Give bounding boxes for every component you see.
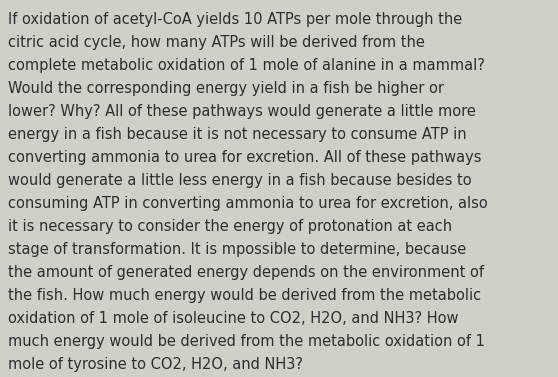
Text: citric acid cycle, how many ATPs will be derived from the: citric acid cycle, how many ATPs will be… [8,35,425,50]
Text: the amount of generated energy depends on the environment of: the amount of generated energy depends o… [8,265,484,280]
Text: the fish. How much energy would be derived from the metabolic: the fish. How much energy would be deriv… [8,288,481,303]
Text: much energy would be derived from the metabolic oxidation of 1: much energy would be derived from the me… [8,334,485,349]
Text: complete metabolic oxidation of 1 mole of alanine in a mammal?: complete metabolic oxidation of 1 mole o… [8,58,485,73]
Text: consuming ATP in converting ammonia to urea for excretion, also: consuming ATP in converting ammonia to u… [8,196,488,211]
Text: Would the corresponding energy yield in a fish be higher or: Would the corresponding energy yield in … [8,81,444,96]
Text: energy in a fish because it is not necessary to consume ATP in: energy in a fish because it is not neces… [8,127,466,142]
Text: converting ammonia to urea for excretion. All of these pathways: converting ammonia to urea for excretion… [8,150,482,165]
Text: lower? Why? All of these pathways would generate a little more: lower? Why? All of these pathways would … [8,104,476,119]
Text: If oxidation of acetyl-CoA yields 10 ATPs per mole through the: If oxidation of acetyl-CoA yields 10 ATP… [8,12,462,27]
Text: it is necessary to consider the energy of protonation at each: it is necessary to consider the energy o… [8,219,452,234]
Text: mole of tyrosine to CO2, H2O, and NH3?: mole of tyrosine to CO2, H2O, and NH3? [8,357,303,372]
Text: oxidation of 1 mole of isoleucine to CO2, H2O, and NH3? How: oxidation of 1 mole of isoleucine to CO2… [8,311,459,326]
Text: would generate a little less energy in a fish because besides to: would generate a little less energy in a… [8,173,472,188]
Text: stage of transformation. It is mpossible to determine, because: stage of transformation. It is mpossible… [8,242,466,257]
